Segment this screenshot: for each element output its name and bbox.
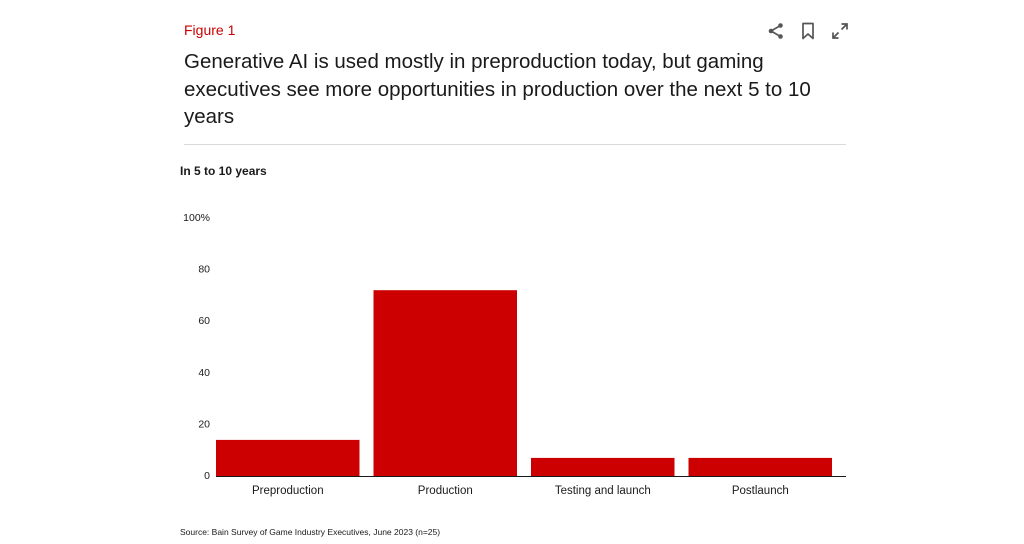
chart-subtitle: In 5 to 10 years [180,164,267,178]
source-note: Source: Bain Survey of Game Industry Exe… [180,527,441,537]
x-tick-label: Postlaunch [732,485,789,497]
x-tick-label: Preproduction [252,485,324,497]
y-tick-label: 20 [198,418,210,430]
figure-title: Generative AI is used mostly in preprodu… [184,50,811,128]
y-axis: 0 20 40 60 80 100% [183,212,210,482]
y-tick-label: 40 [198,367,210,379]
figure-label: Figure 1 [184,22,236,38]
bars-group [216,290,832,476]
figure-toolbar [764,20,852,42]
x-tick-label: Testing and launch [555,485,651,497]
x-tick-label: Production [418,485,473,497]
share-icon [768,23,783,39]
bar-production [373,290,517,476]
bar-chart: 0 20 40 60 80 100% Preproduction Production Tes… [183,212,846,497]
bar-preproduction [216,439,360,476]
expand-icon [832,23,848,39]
y-tick-label: 80 [198,264,210,276]
bar-postlaunch [688,457,832,476]
title-divider [184,144,846,145]
y-tick-label: 0 [204,470,210,482]
y-tick-label: 100% [183,212,210,224]
bookmark-icon [802,22,814,40]
expand-button[interactable] [828,20,852,42]
x-axis: Preproduction Production Testing and launc… [216,476,846,497]
y-tick-label: 60 [198,315,210,327]
share-button[interactable] [764,20,788,42]
bar-testing-and-launch [531,457,675,476]
bookmark-button[interactable] [796,20,820,42]
